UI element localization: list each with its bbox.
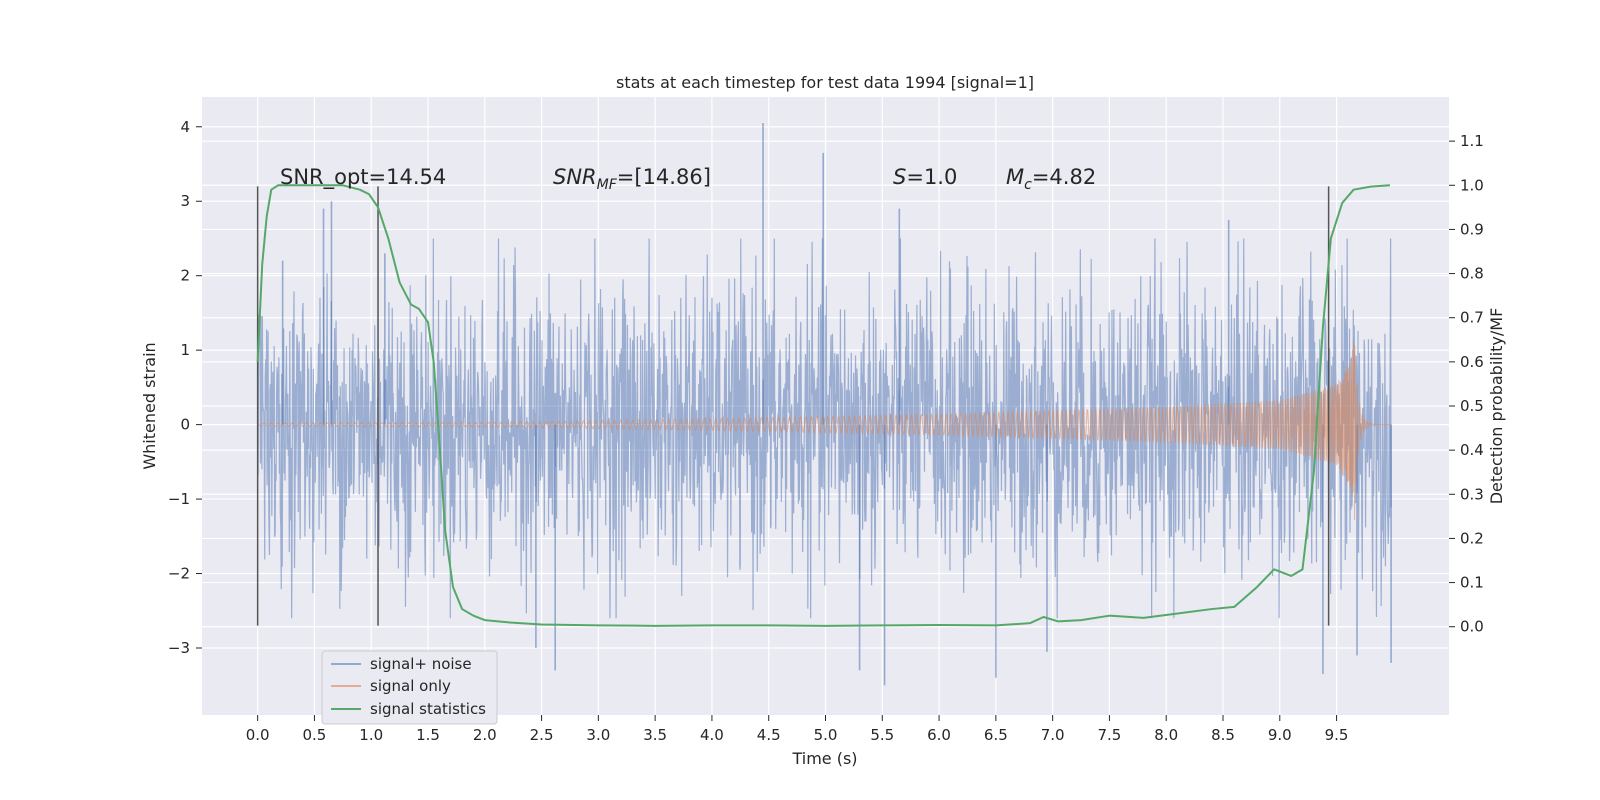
y-right-tick-label: 1.0 bbox=[1460, 176, 1484, 194]
x-tick-label: 9.0 bbox=[1268, 726, 1292, 744]
x-tick-label: 3.5 bbox=[643, 726, 667, 744]
y-right-tick-label: 0.9 bbox=[1460, 220, 1484, 238]
snr-mf-sub: MF bbox=[597, 177, 618, 193]
y-tick-label: −2 bbox=[168, 565, 190, 583]
y-tick-label: −1 bbox=[168, 490, 190, 508]
y-right-tick-label: 0.6 bbox=[1460, 353, 1484, 371]
legend-label-signal: signal only bbox=[370, 677, 451, 695]
y-right-tick-label: 0.3 bbox=[1460, 485, 1484, 503]
x-tick-label: 5.5 bbox=[870, 726, 894, 744]
x-tick-label: 5.0 bbox=[814, 726, 838, 744]
annotation-s: S=1.0 bbox=[893, 165, 957, 189]
x-tick-label: 9.5 bbox=[1325, 726, 1349, 744]
stats-curve bbox=[256, 184, 1391, 627]
y-right-tick-label: 0.2 bbox=[1460, 529, 1484, 547]
annotation-snr-mf: SNRMF=[14.86] bbox=[553, 165, 711, 193]
y-right-axis-label: Detection probability/MF bbox=[1487, 308, 1506, 505]
ticks: 0.0 0.5 1.0 1.5 2.0 2.5 3.0 3.5 4.0 4.5 5.0 5.5 6.0 6… bbox=[168, 118, 1484, 744]
x-axis-label: Time (s) bbox=[791, 749, 857, 768]
signal-trace bbox=[257, 340, 1392, 520]
y-tick-label: 2 bbox=[180, 267, 190, 285]
y-tick-label: −3 bbox=[168, 639, 190, 657]
y-right-tick-label: 0.0 bbox=[1460, 618, 1484, 636]
legend: signal+ noise signal only signal statist… bbox=[321, 650, 498, 725]
y-right-tick-label: 0.8 bbox=[1460, 265, 1484, 283]
y-right-tick-label: 0.5 bbox=[1460, 397, 1484, 415]
y-tick-label: 0 bbox=[180, 416, 190, 434]
x-tick-label: 4.5 bbox=[757, 726, 781, 744]
mc-base: M bbox=[1006, 165, 1024, 189]
mc-sub: c bbox=[1024, 177, 1032, 193]
x-tick-label: 7.0 bbox=[1041, 726, 1065, 744]
x-tick-label: 1.5 bbox=[416, 726, 440, 744]
x-tick-label: 0.0 bbox=[246, 726, 270, 744]
y-tick-label: 3 bbox=[180, 192, 190, 210]
signal-series bbox=[257, 340, 1392, 520]
x-tick-label: 8.0 bbox=[1154, 726, 1178, 744]
x-tick-label: 7.5 bbox=[1097, 726, 1121, 744]
chart-title: stats at each timestep for test data 199… bbox=[616, 73, 1034, 92]
y-tick-label: 4 bbox=[180, 118, 190, 136]
noise-trace bbox=[257, 238, 1392, 619]
snr-mf-value: =[14.86] bbox=[617, 165, 711, 189]
y-right-tick-label: 1.1 bbox=[1460, 132, 1484, 150]
legend-label-noise: signal+ noise bbox=[370, 655, 472, 673]
x-tick-label: 3.0 bbox=[586, 726, 610, 744]
y-right-tick-label: 0.4 bbox=[1460, 441, 1484, 459]
x-tick-label: 4.0 bbox=[700, 726, 724, 744]
legend-label-stats: signal statistics bbox=[370, 700, 486, 718]
s-base: S bbox=[893, 165, 906, 189]
s-value: =1.0 bbox=[906, 165, 957, 189]
noise-series bbox=[257, 123, 1392, 686]
x-tick-label: 2.5 bbox=[530, 726, 554, 744]
annotation-snr-opt: SNR_opt=14.54 bbox=[280, 165, 446, 190]
snr-mf-base: SNR bbox=[553, 165, 597, 189]
y-right-tick-label: 0.7 bbox=[1460, 309, 1484, 327]
annotation-mc: Mc=4.82 bbox=[1006, 165, 1096, 193]
y-tick-label: 1 bbox=[180, 341, 190, 359]
y-right-tick-label: 0.1 bbox=[1460, 574, 1484, 592]
x-tick-label: 8.5 bbox=[1211, 726, 1235, 744]
stats-series bbox=[256, 184, 1391, 627]
legend-box bbox=[321, 650, 498, 725]
mc-value: =4.82 bbox=[1032, 165, 1096, 189]
x-tick-label: 2.0 bbox=[473, 726, 497, 744]
y-axis-label: Whitened strain bbox=[140, 342, 159, 469]
x-tick-label: 0.5 bbox=[303, 726, 327, 744]
x-tick-label: 6.0 bbox=[927, 726, 951, 744]
grid bbox=[202, 97, 1449, 715]
x-tick-label: 6.5 bbox=[984, 726, 1008, 744]
x-tick-label: 1.0 bbox=[359, 726, 383, 744]
